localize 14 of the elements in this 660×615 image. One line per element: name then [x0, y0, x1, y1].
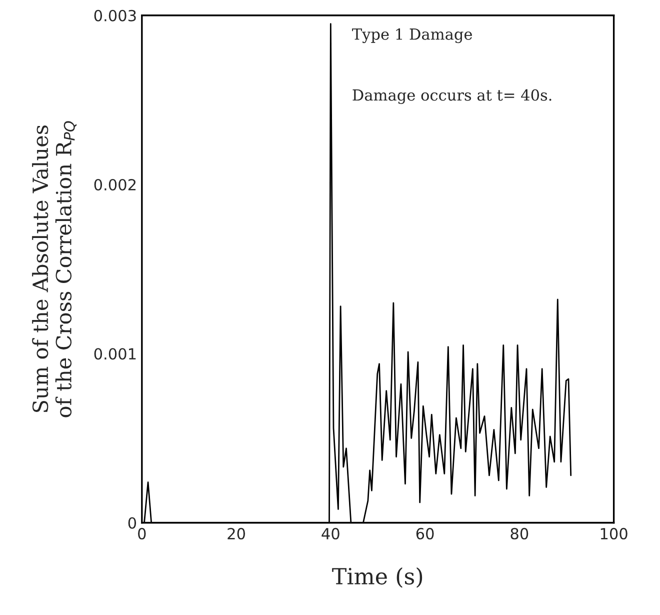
x-tick-label: 0 — [138, 528, 146, 540]
x-tick-label: 100 — [600, 528, 628, 540]
x-tick-label: 60 — [416, 528, 434, 540]
y-tick-label: 0 — [128, 517, 136, 529]
y-tick-label: 0.003 — [94, 10, 136, 22]
y-axis-title: Sum of the Absolute Values of the Cross Correlation R$_{PQ}$ — [32, 121, 77, 418]
annotation: Damage occurs at t= 40s. — [352, 89, 552, 104]
x-tick-label: 40 — [322, 528, 340, 540]
y-tick-label: 0.001 — [94, 348, 136, 360]
y-tick-label: 0.002 — [94, 178, 136, 191]
annotation: Type 1 Damage — [352, 28, 472, 44]
x-tick-label: 20 — [228, 528, 245, 540]
x-tick-label: 80 — [510, 528, 528, 540]
x-axis-title: Time (s) — [332, 567, 422, 588]
